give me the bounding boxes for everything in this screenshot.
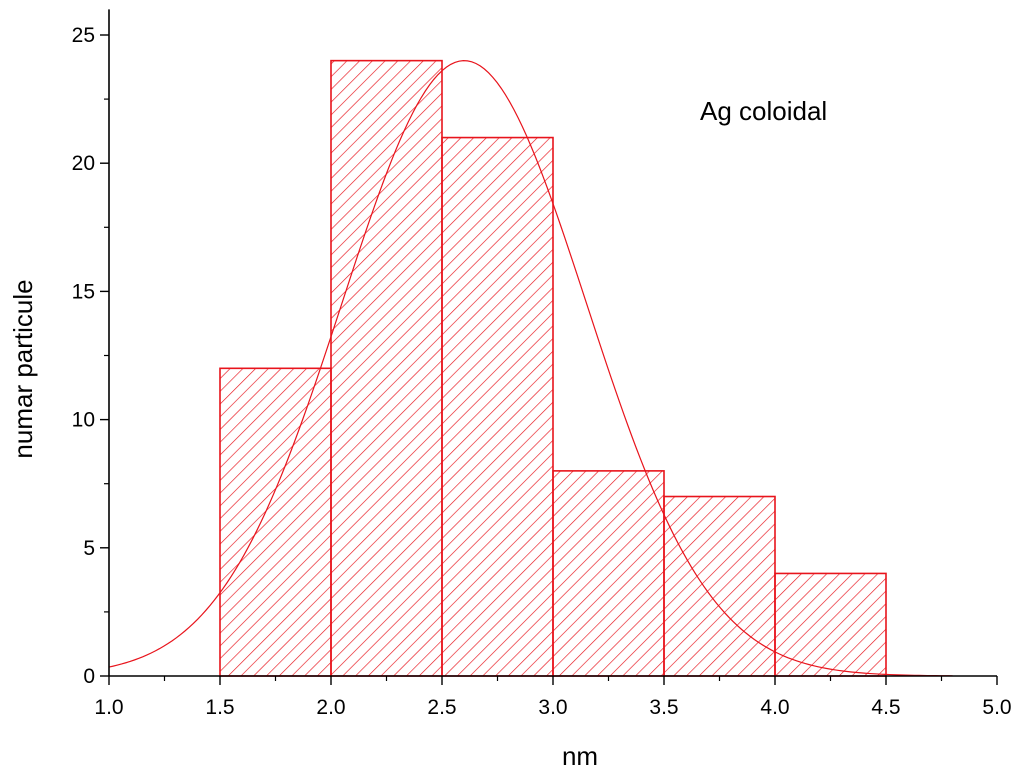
histogram-bar-4 xyxy=(552,470,665,677)
axes-group: 1.0 1.5 2.0 2.5 3.0 3.5 4.0 4.5 5.0 0 5 10 15 20 25 xyxy=(72,9,1012,719)
x-tick-label: 3.0 xyxy=(538,696,567,719)
annotation-label: Ag coloidal xyxy=(700,96,827,126)
x-tick-label: 5.0 xyxy=(982,696,1011,719)
gaussian-fit-line xyxy=(108,60,953,677)
y-tick-label: 15 xyxy=(72,280,95,303)
x-tick-label: 3.5 xyxy=(649,696,678,719)
histogram-bar-6 xyxy=(774,572,887,677)
x-tick-label: 4.0 xyxy=(760,696,789,719)
histogram-bar-5 xyxy=(663,495,776,677)
histogram-bar-1 xyxy=(219,367,332,677)
y-axis-label: numar particule xyxy=(8,279,38,458)
bars-group xyxy=(219,59,887,677)
x-tick-label: 2.5 xyxy=(427,696,456,719)
histogram-bar-3 xyxy=(441,136,554,677)
histogram-bar-2 xyxy=(330,59,443,677)
y-tick-label: 0 xyxy=(83,665,95,688)
x-tick-label: 2.0 xyxy=(316,696,345,719)
x-tick-label: 1.0 xyxy=(94,696,123,719)
y-tick-label: 25 xyxy=(72,24,95,47)
y-tick-label: 5 xyxy=(83,537,95,560)
x-tick-label: 1.5 xyxy=(205,696,234,719)
y-tick-label: 10 xyxy=(72,409,95,432)
x-tick-label: 4.5 xyxy=(871,696,900,719)
y-tick-label: 20 xyxy=(72,152,95,175)
x-axis-label: nm xyxy=(562,741,598,771)
